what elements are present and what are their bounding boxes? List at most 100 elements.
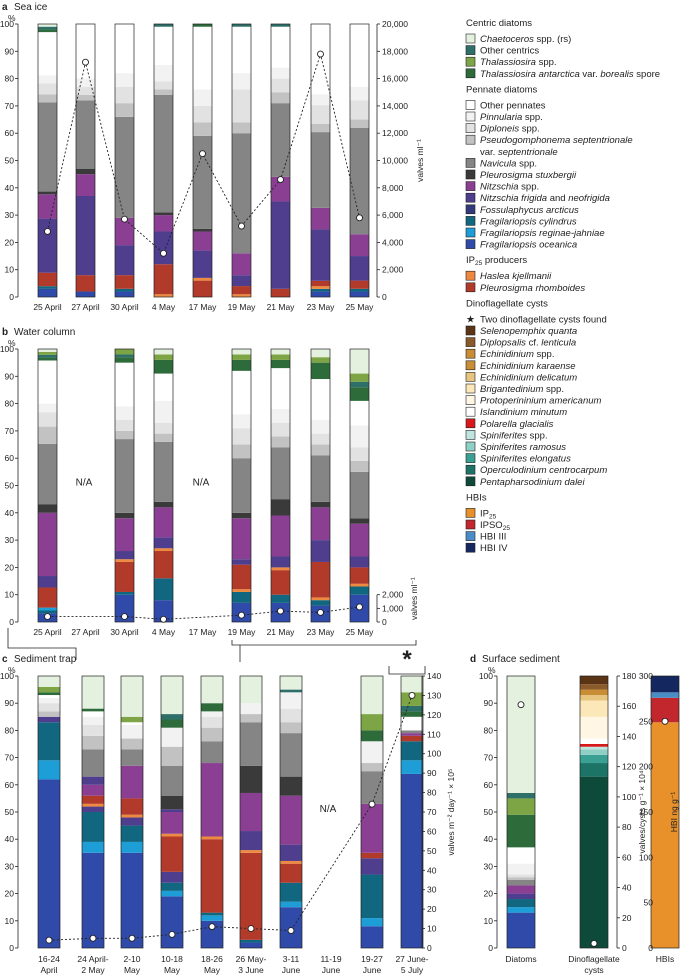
bar-segment-diploneis [311,434,330,445]
bar-segment-pseudogompho [161,747,183,766]
bar-segment-pleuro_rhomb [350,567,369,583]
x-tick-label: 30 April [110,627,138,637]
bar-segment-nitzschia_frigida [311,229,330,280]
bar-segment-tantarctica [115,357,134,362]
bar-segment-other_pennates [115,363,134,407]
tick-label: 0 [9,617,14,627]
bar-segment-other_pennates [311,379,330,420]
bar-segment-chaetoceros [38,349,57,352]
bar-segment-tantarctica [311,363,330,379]
bar-segment-tantarctica [82,709,104,712]
bar-segment-navicula [240,722,262,766]
bar-segment-diploneis [38,703,60,711]
bar-segment-diploneis [115,420,134,431]
bar-segment-other_centrics [401,706,423,711]
legend-label: Pentapharsodinium dalei [480,477,585,488]
legend-swatch [466,508,475,517]
x-tick-label: 2-10 [123,954,140,964]
tick-label: 300 [639,671,653,681]
bar-segment-other_pennates [76,24,95,79]
legend-label: Fragilariopsis oceanica [480,240,577,251]
bar-segment-frag_oceanica [121,853,143,948]
x-tick-label: May [124,965,141,975]
bar-segment-thalassiosira [507,798,535,814]
bar-segment-haslea [201,836,223,839]
bar-segment-frag_cylindrus [232,592,251,603]
bar-segment-pleuro_rhomb [311,281,330,286]
bar-segment-other_centrics [280,690,302,693]
tick-label: 14,000 [382,101,408,111]
tick-label: 130 [427,690,441,700]
bar-segment-pseudogompho [121,739,143,750]
bar-segment-haslea [271,567,290,570]
bar-segment-pinnularia [350,425,369,447]
bar-segment-frag_cylindrus [38,611,57,614]
bar-segment-other_centrics [38,355,57,358]
bar-segment-pinnularia [240,703,262,714]
legend-group-title: HBIs [466,492,487,503]
bar-d-0 [507,676,535,948]
bar-segment-pinnularia [76,79,95,87]
bar-segment-nitzschia_frigida [240,831,262,850]
tick-label: 0 [9,943,14,953]
bar-segment-pseudogompho [280,722,302,733]
bar-segment-pseudogompho [115,431,134,439]
tick-label: 10 [5,265,15,275]
bar-segment-pseudogompho [38,427,57,444]
bar-segment-selenopemphix [580,676,608,684]
bar-segment-nitzschia_frigida [350,556,369,567]
bar-segment-chaetoceros [311,349,330,357]
legend-swatch [466,240,475,249]
x-tick-label: 18-26 [201,954,223,964]
x-tick-label: 5 July [401,965,424,975]
bar-segment-frag_cylindrus [350,289,369,292]
legend-swatch [466,543,475,552]
tick-label: 0 [382,292,387,302]
bar-segment-pseudogompho [271,92,290,103]
bar-segment-nitzschia [232,253,251,275]
bar-segment-chaetoceros [361,676,383,714]
bar-a-4 [193,24,212,297]
x-tick-label: 4 May [152,627,176,637]
y-axis-right-title: valves ml⁻¹ [409,577,419,620]
legend-label: Fragilariopsis reginae-jahniae [480,228,605,239]
bar-segment-frag_cylindrus [311,289,330,292]
bar-segment-pleurosigma_stux [311,502,330,507]
bar-segment-pleuro_rhomb [271,570,290,595]
bar-segment-spin_elongatus [580,755,608,763]
x-tick-label: 3-11 [283,954,300,964]
bar-segment-pleuro_rhomb [350,281,369,289]
bar-segment-navicula [350,472,369,518]
bar-segment-other_centrics [154,24,173,27]
bar-segment-echin_karaense [580,690,608,695]
bar-segment-protoperininium [580,717,608,739]
legend-item-other_centrics: Other centrics [466,46,539,57]
legend-label: Brigantedinium spp. [480,384,564,395]
legend-label: Protoperininium americanum [480,396,602,407]
bar-segment-pinnularia [38,75,57,83]
bar-segment-diploneis [38,412,57,426]
bar-segment-frag_reginae [507,907,535,912]
bar-segment-nitzschia [311,507,330,540]
bar-segment-pseudogompho [271,436,290,447]
bar-segment-nitzschia [154,215,173,231]
bar-segment-tantarctica [201,703,223,711]
tick-label: 0 [488,943,493,953]
tick-label: 40 [622,883,632,893]
bar-segment-thalassiosira [311,357,330,362]
bar-segment-thalassiosira [361,714,383,730]
tick-label: 20 [5,237,15,247]
tick-label: 40 [5,508,15,518]
bar-segment-other_pennates [232,371,251,415]
bar-segment-pinnularia [507,864,535,875]
x-tick-label: 27 June- [395,954,428,964]
tick-label: 90 [484,698,494,708]
data-point [278,177,284,183]
bar-segment-frag_cylindrus [115,592,134,595]
legend-swatch [466,384,475,393]
legend-label: Thalassiosira spp. [480,57,557,68]
x-tick-label: 23 May [307,627,336,637]
legend-swatch [466,124,475,133]
bar-segment-pseudogompho [311,445,330,456]
legend-item-selenopemphix: Selenopemphix quanta [466,326,577,337]
